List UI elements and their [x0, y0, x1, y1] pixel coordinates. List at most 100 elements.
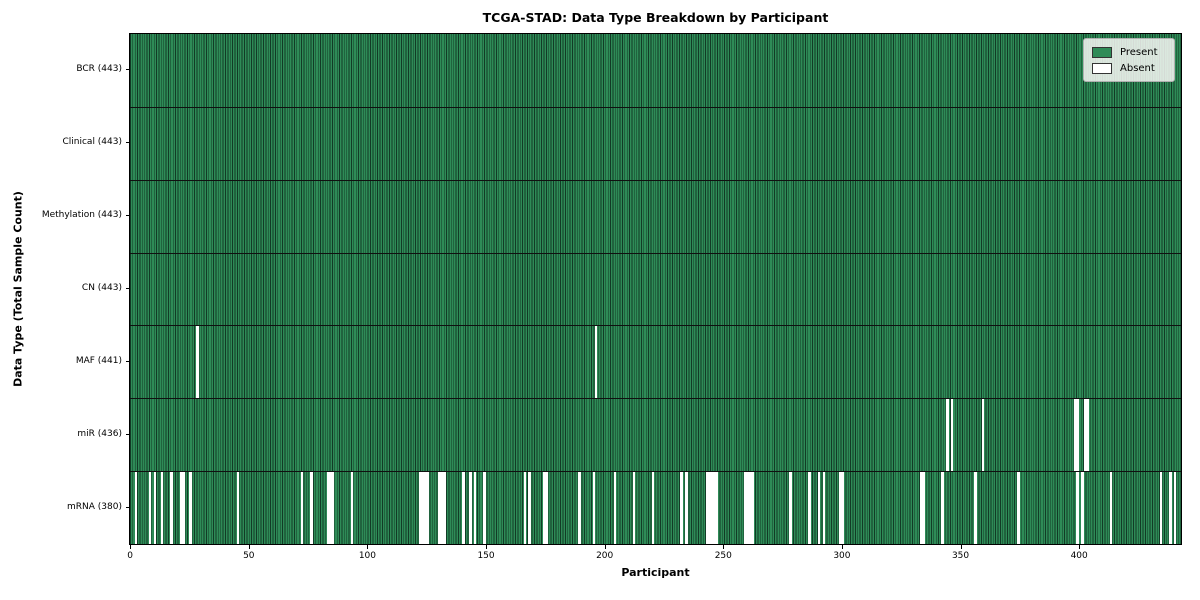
- absent-stripe: [817, 471, 821, 544]
- absent-stripe: [443, 471, 446, 544]
- absent-stripe: [1173, 471, 1177, 544]
- absent-stripe: [839, 471, 842, 544]
- absent-stripe: [981, 398, 985, 472]
- y-tick-mark: [125, 506, 129, 508]
- legend-absent-label: Absent: [1120, 62, 1155, 74]
- y-tick-mark: [125, 69, 129, 71]
- plot-area: [129, 33, 1182, 545]
- absent-stripe: [179, 471, 183, 544]
- absent-stripe: [473, 471, 477, 544]
- x-tick-mark: [367, 545, 369, 549]
- absent-stripe: [331, 471, 335, 544]
- legend-item-absent: Absent: [1092, 60, 1166, 76]
- y-tick-label: mRNA (380): [67, 501, 122, 512]
- legend: Present Absent: [1083, 38, 1175, 82]
- absent-stripe: [841, 471, 845, 544]
- absent-stripe: [1076, 398, 1080, 472]
- legend-present-label: Present: [1120, 46, 1158, 58]
- absent-stripe: [749, 471, 752, 544]
- absent-stripe: [789, 471, 793, 544]
- absent-stripe: [941, 471, 944, 544]
- y-tick-mark: [125, 215, 129, 217]
- absent-stripe: [523, 471, 527, 544]
- absent-stripe: [545, 471, 548, 544]
- absent-stripe: [189, 471, 192, 544]
- absent-stripe: [1083, 398, 1087, 472]
- absent-stripe: [542, 471, 546, 544]
- absent-stripe: [715, 471, 719, 544]
- row-separator: [130, 106, 1181, 108]
- y-axis: BCR (443) Clinical (443) Methylation (443)…: [0, 33, 129, 545]
- absent-stripe: [160, 471, 164, 544]
- x-tick-mark: [248, 545, 250, 549]
- absent-stripe: [822, 471, 826, 544]
- absent-stripe: [350, 471, 354, 544]
- absent-stripe: [1159, 471, 1163, 544]
- heatmap-row-mRNA: [130, 471, 1181, 544]
- absent-stripe: [1017, 471, 1020, 544]
- y-tick-label: CN (443): [81, 283, 122, 293]
- absent-stripe: [632, 471, 636, 544]
- absent-stripe: [329, 471, 332, 544]
- chart-title: TCGA-STAD: Data Type Breakdown by Partic…: [482, 10, 829, 25]
- row-separator: [130, 398, 1181, 400]
- absent-stripe: [326, 471, 330, 544]
- present-swatch-icon: [1092, 46, 1112, 58]
- absent-stripe: [946, 398, 949, 472]
- y-tick-label: Methylation (443): [41, 210, 122, 221]
- absent-stripe: [1085, 398, 1089, 472]
- heatmap-row-CN: [130, 252, 1181, 326]
- x-tick-label: 200: [596, 551, 614, 561]
- absent-stripe: [419, 471, 422, 544]
- y-tick-mark: [125, 433, 129, 435]
- x-axis: 0 50 100 150 200 250 300 350 400: [127, 545, 1182, 565]
- x-tick-label: 50: [243, 551, 255, 561]
- heatmap-row-Methylation: [130, 179, 1181, 253]
- absent-stripe: [922, 471, 925, 544]
- absent-stripe: [236, 471, 240, 544]
- absent-stripe: [974, 471, 978, 544]
- x-tick-label: 100: [358, 551, 377, 561]
- x-tick-label: 300: [833, 551, 851, 561]
- absent-stripe: [680, 471, 683, 544]
- absent-stripe: [426, 471, 430, 544]
- heatmap-row-miR: [130, 398, 1181, 472]
- absent-stripe: [440, 471, 444, 544]
- absent-stripe: [751, 471, 755, 544]
- absent-stripe: [950, 398, 954, 472]
- row-separator: [130, 471, 1181, 473]
- absent-stripe: [685, 471, 688, 544]
- row-separator: [130, 325, 1181, 327]
- y-tick-label: miR (436): [77, 428, 122, 439]
- absent-stripe: [744, 471, 747, 544]
- absent-stripe: [808, 471, 811, 544]
- absent-stripe: [300, 471, 304, 544]
- absent-stripe: [469, 471, 472, 544]
- x-tick-mark: [130, 545, 132, 549]
- row-separator: [130, 252, 1181, 254]
- absent-stripe: [1081, 471, 1084, 544]
- x-tick-label: 400: [1070, 551, 1088, 561]
- absent-stripe: [1074, 398, 1077, 472]
- absent-stripe: [134, 471, 138, 544]
- absent-stripe: [424, 471, 427, 544]
- y-tick-label: MAF (441): [75, 355, 122, 366]
- absent-stripe: [182, 471, 185, 544]
- x-tick-mark: [960, 545, 962, 549]
- absent-stripe: [919, 471, 923, 544]
- x-tick-mark: [486, 545, 488, 549]
- absent-stripe: [196, 325, 199, 399]
- x-tick-label: 0: [127, 551, 134, 561]
- x-tick-label: 350: [951, 551, 970, 561]
- y-tick-mark: [125, 360, 129, 362]
- legend-item-present: Present: [1092, 44, 1166, 60]
- absent-stripe: [711, 471, 714, 544]
- x-tick-mark: [604, 545, 606, 549]
- x-tick-mark: [841, 545, 843, 549]
- y-tick-mark: [125, 142, 129, 144]
- y-tick-mark: [125, 288, 129, 289]
- x-tick-mark: [723, 545, 725, 549]
- absent-stripe: [310, 471, 313, 544]
- absent-stripe: [438, 471, 441, 544]
